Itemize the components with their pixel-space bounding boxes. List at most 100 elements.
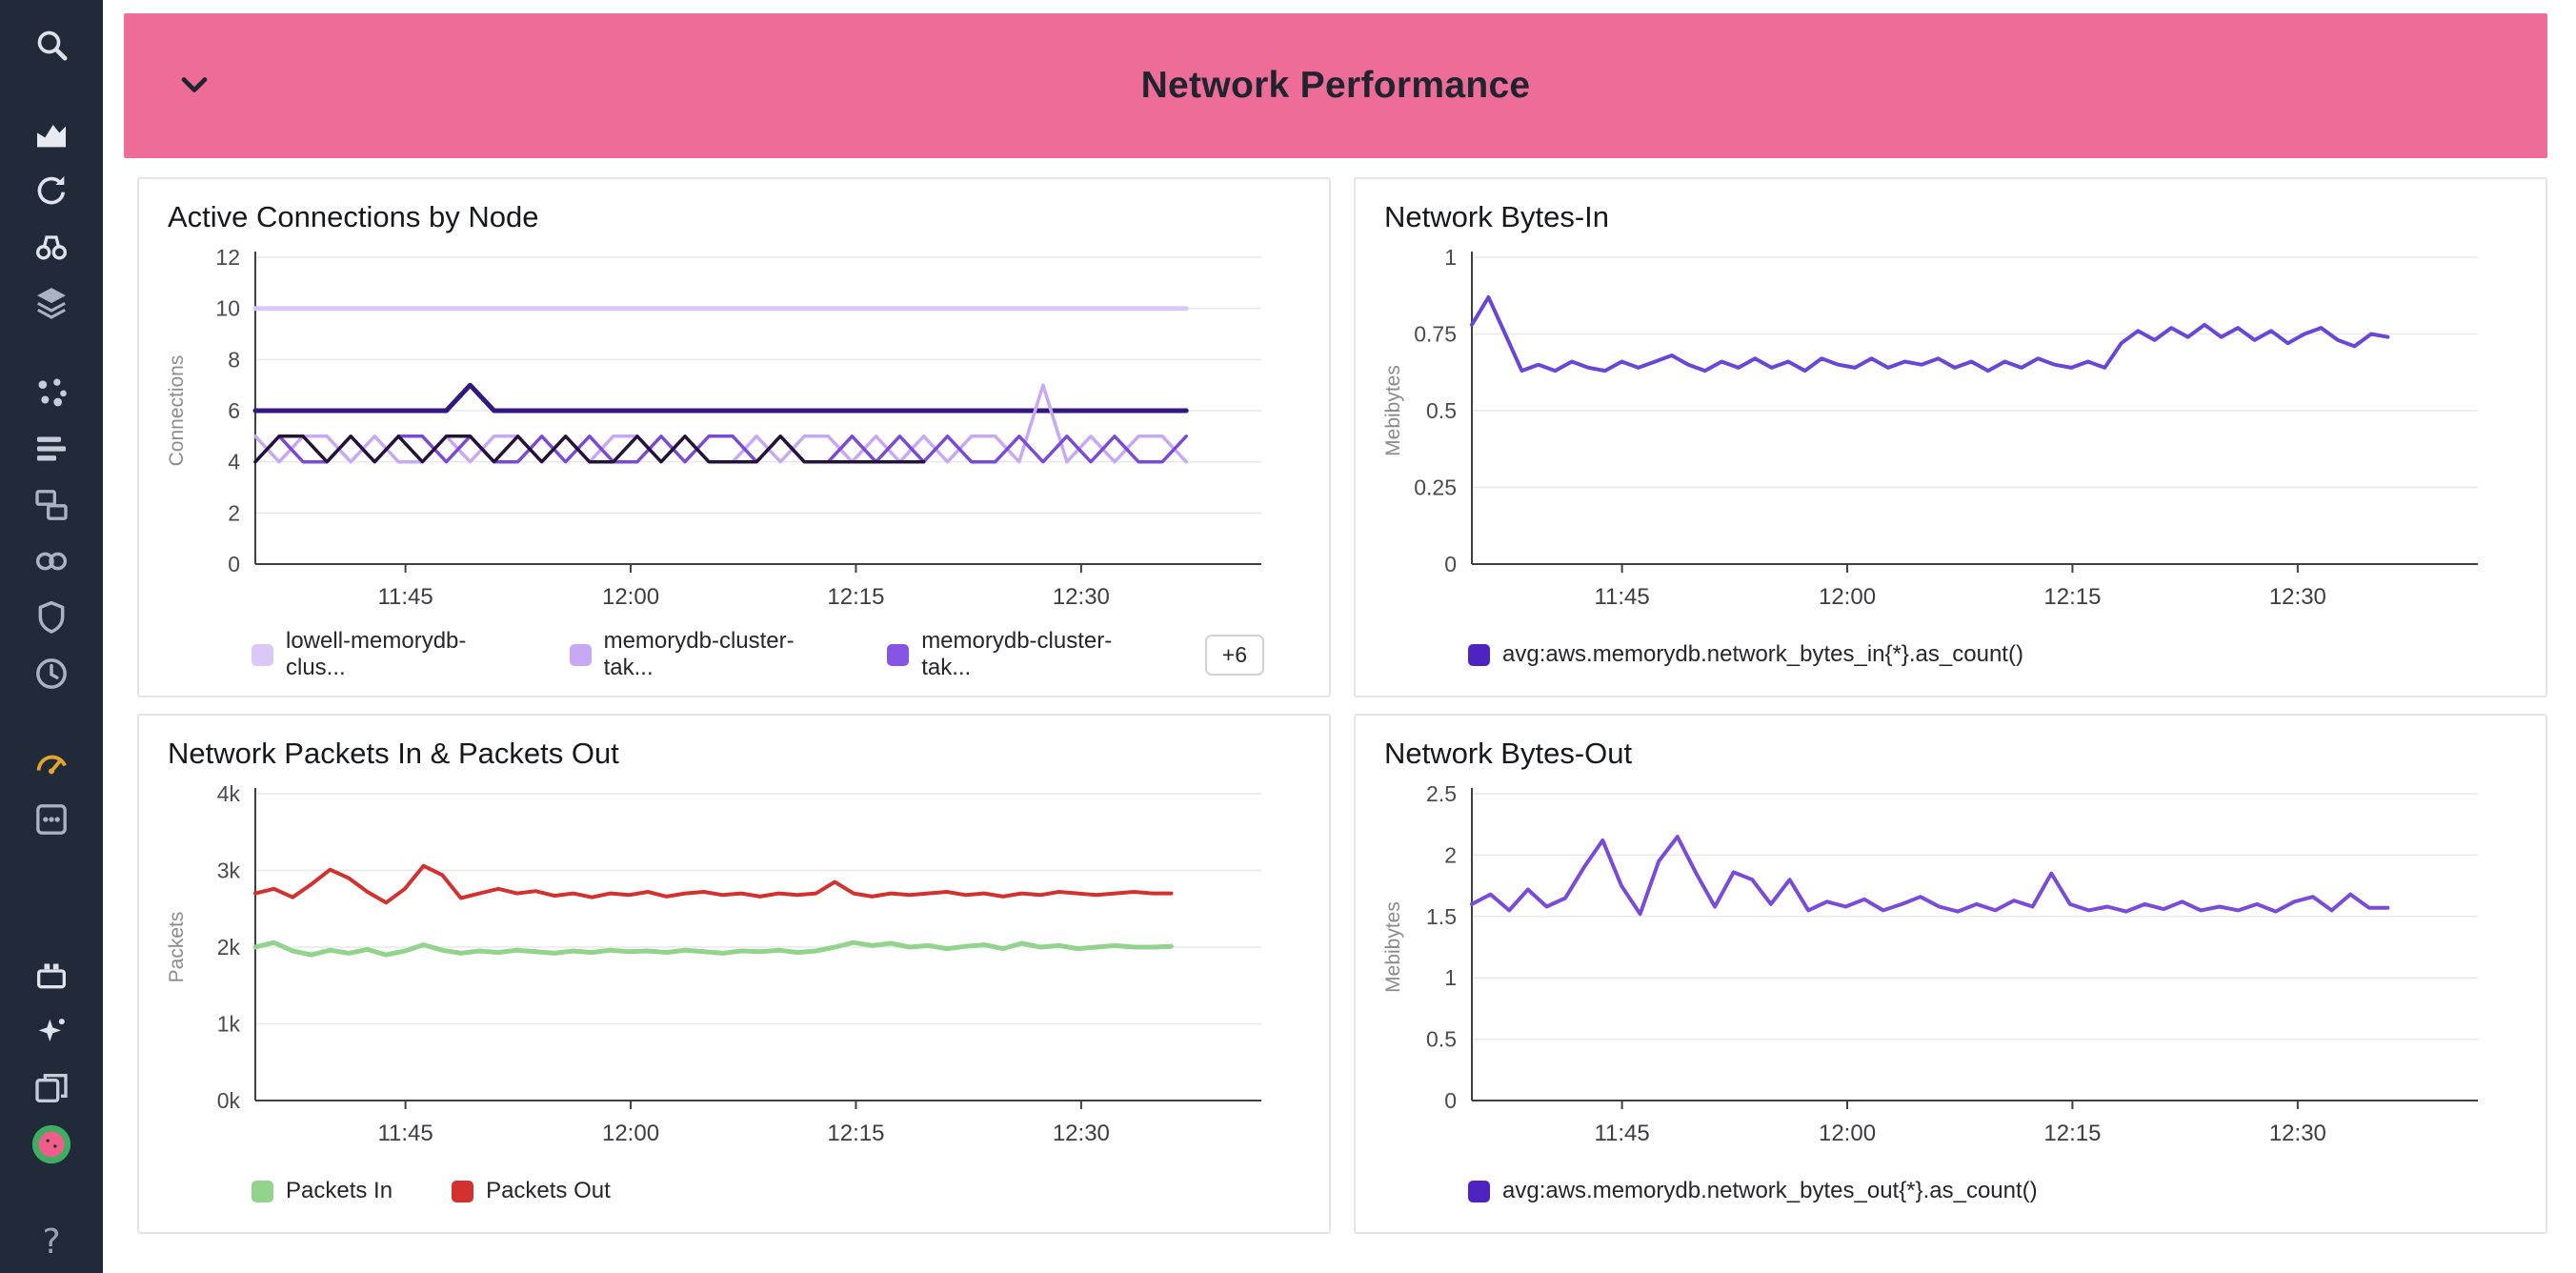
svg-text:12:15: 12:15 [827, 1121, 884, 1146]
legend-more-button[interactable]: +6 [1204, 634, 1265, 676]
svg-text:11:45: 11:45 [1594, 1121, 1649, 1146]
svg-text:1: 1 [1444, 245, 1457, 270]
services-icon[interactable] [0, 798, 103, 841]
legend-item[interactable]: avg:aws.memorydb.network_bytes_in{*}.as_… [1468, 641, 2023, 668]
toolkit-icon[interactable] [0, 954, 103, 998]
card-network-packets: Network Packets In & Packets Out 0k 1k 2k 3… [137, 714, 1331, 1234]
apm-icon[interactable] [0, 539, 103, 583]
infrastructure-icon[interactable] [0, 371, 103, 414]
legend-item[interactable]: memorydb-cluster-tak... [569, 628, 829, 681]
sidebar: ? [0, 0, 103, 1273]
monitors-icon[interactable] [0, 741, 103, 785]
search-icon[interactable] [0, 23, 103, 67]
svg-text:1: 1 [1444, 965, 1457, 990]
legend-swatch [1468, 1180, 1490, 1202]
svg-text:12:00: 12:00 [602, 1121, 659, 1146]
line-chart-network-packets[interactable]: 0k 1k 2k 3k 4k 11:45 12:00 12:15 12:30 Packets [160, 773, 1304, 1160]
legend-item[interactable]: Packets In [252, 1178, 392, 1204]
legend-label: avg:aws.memorydb.network_bytes_out{*}.as… [1502, 1178, 2038, 1203]
svg-text:Mebibytes: Mebibytes [1382, 365, 1404, 456]
svg-text:12:00: 12:00 [602, 584, 659, 610]
legend-item[interactable]: avg:aws.memorydb.network_bytes_out{*}.as… [1468, 1178, 2038, 1204]
legend-item[interactable]: memorydb-cluster-tak... [887, 628, 1146, 681]
chart-title: Network Bytes-In [1384, 200, 1610, 233]
legend-swatch [1468, 643, 1490, 666]
line-chart-network-bytes-out[interactable]: 0 0.5 1 1.5 2 2.5 11:45 12:00 12:15 12:30 Mebibyte… [1377, 773, 2521, 1160]
logs-icon[interactable] [0, 427, 103, 471]
legend-label: lowell-memorydb-clus... [286, 628, 467, 680]
line-chart-active-connections[interactable]: 0 2 4 6 8 10 12 11:45 12:00 12:15 12:30 Connections [160, 236, 1304, 623]
chart-title: Network Bytes-Out [1384, 737, 1633, 770]
chart-legend: avg:aws.memorydb.network_bytes_in{*}.as_… [1377, 623, 2521, 686]
card-network-bytes-out: Network Bytes-Out 0 0.5 1 1.5 2 2.5 11:45 12:00… [1354, 714, 2547, 1234]
svg-text:Connections: Connections [166, 355, 188, 467]
svg-text:12:30: 12:30 [1053, 584, 1110, 610]
dashboards-icon[interactable] [0, 483, 103, 527]
svg-text:12:15: 12:15 [827, 584, 884, 610]
svg-text:12:30: 12:30 [2269, 584, 2326, 610]
dashboard-title: Network Performance [1140, 65, 1531, 106]
security-icon[interactable] [0, 596, 103, 639]
card-active-connections: Active Connections by Node 0 2 4 6 8 10 12 11:4… [137, 177, 1331, 697]
events-icon[interactable] [0, 652, 103, 696]
svg-text:0.75: 0.75 [1414, 322, 1457, 347]
svg-text:Packets: Packets [166, 912, 188, 983]
svg-text:12:30: 12:30 [2269, 1121, 2326, 1146]
svg-text:0k: 0k [217, 1088, 241, 1113]
user-avatar[interactable] [0, 1122, 103, 1166]
svg-text:2.5: 2.5 [1426, 781, 1457, 806]
svg-text:12:15: 12:15 [2043, 584, 2101, 610]
chart-title: Active Connections by Node [168, 200, 539, 233]
help-icon[interactable]: ? [0, 1220, 103, 1263]
svg-text:11:45: 11:45 [377, 1121, 433, 1146]
svg-text:2k: 2k [217, 935, 241, 960]
svg-text:4: 4 [228, 450, 240, 475]
svg-text:2: 2 [1444, 842, 1457, 867]
line-chart-network-bytes-in[interactable]: 0 0.25 0.5 0.75 1 11:45 12:00 12:15 12:30 Mebibyt… [1377, 236, 2521, 623]
svg-text:6: 6 [228, 398, 240, 423]
svg-text:12: 12 [215, 245, 240, 270]
ai-assistant-icon[interactable] [0, 1010, 103, 1054]
legend-label: Packets Out [486, 1178, 611, 1203]
dashboard-grid: Active Connections by Node 0 2 4 6 8 10 12 11:4… [137, 177, 2547, 1234]
metrics-icon[interactable] [0, 112, 103, 156]
chart-title: Network Packets In & Packets Out [168, 737, 619, 770]
svg-text:0: 0 [1444, 552, 1457, 576]
chart-legend: lowell-memorydb-clus... memorydb-cluster-… [160, 623, 1304, 686]
svg-text:0: 0 [228, 552, 240, 576]
svg-text:12:00: 12:00 [1819, 584, 1876, 610]
svg-text:2: 2 [228, 500, 240, 525]
integrations-icon[interactable] [0, 281, 103, 325]
legend-label: avg:aws.memorydb.network_bytes_in{*}.as_… [1502, 641, 2023, 667]
legend-item[interactable]: lowell-memorydb-clus... [252, 628, 511, 681]
svg-text:12:30: 12:30 [1053, 1121, 1110, 1146]
legend-swatch [252, 1180, 273, 1202]
legend-swatch [887, 643, 910, 666]
collapse-chevron-button[interactable] [170, 61, 219, 111]
svg-text:10: 10 [215, 296, 240, 321]
legend-label: Packets In [286, 1178, 393, 1203]
chart-legend: avg:aws.memorydb.network_bytes_out{*}.as… [1377, 1160, 2521, 1222]
svg-text:8: 8 [228, 347, 240, 372]
watchdog-icon[interactable] [0, 225, 103, 269]
legend-item[interactable]: Packets Out [452, 1178, 611, 1204]
dashboard-header: Network Performance [124, 13, 2547, 158]
chart-legend: Packets In Packets Out [160, 1160, 1304, 1222]
svg-text:3k: 3k [217, 859, 241, 883]
svg-text:0.5: 0.5 [1426, 1027, 1457, 1052]
svg-text:11:45: 11:45 [1594, 584, 1649, 610]
svg-text:11:45: 11:45 [377, 584, 433, 610]
svg-text:0: 0 [1444, 1088, 1457, 1113]
synthetics-icon[interactable] [0, 169, 103, 212]
svg-text:Mebibytes: Mebibytes [1382, 901, 1404, 993]
legend-swatch [452, 1180, 474, 1202]
svg-text:0.25: 0.25 [1414, 475, 1457, 500]
svg-text:0.5: 0.5 [1426, 398, 1457, 423]
legend-swatch [252, 643, 273, 666]
svg-text:1k: 1k [217, 1012, 241, 1037]
card-network-bytes-in: Network Bytes-In 0 0.25 0.5 0.75 1 11:45 12:00… [1354, 177, 2547, 697]
legend-swatch [569, 643, 592, 666]
svg-text:1.5: 1.5 [1426, 904, 1457, 929]
workspaces-icon[interactable] [0, 1066, 103, 1110]
svg-text:12:00: 12:00 [1819, 1121, 1876, 1146]
